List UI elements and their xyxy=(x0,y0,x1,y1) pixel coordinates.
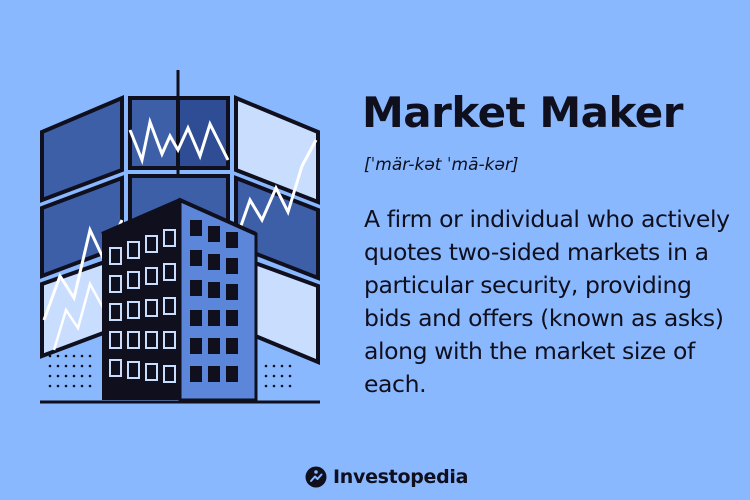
building-with-stock-screens-icon xyxy=(40,70,320,404)
investopedia-logo-icon xyxy=(305,466,327,488)
brand-name: Investopedia xyxy=(333,466,469,488)
term-title: Market Maker xyxy=(362,88,683,137)
definition-text: A firm or individual who actively quotes… xyxy=(364,205,730,398)
pronunciation: [ˈmär-kət ˈmā-kər] xyxy=(364,155,519,175)
brand-logo: Investopedia xyxy=(305,466,468,488)
